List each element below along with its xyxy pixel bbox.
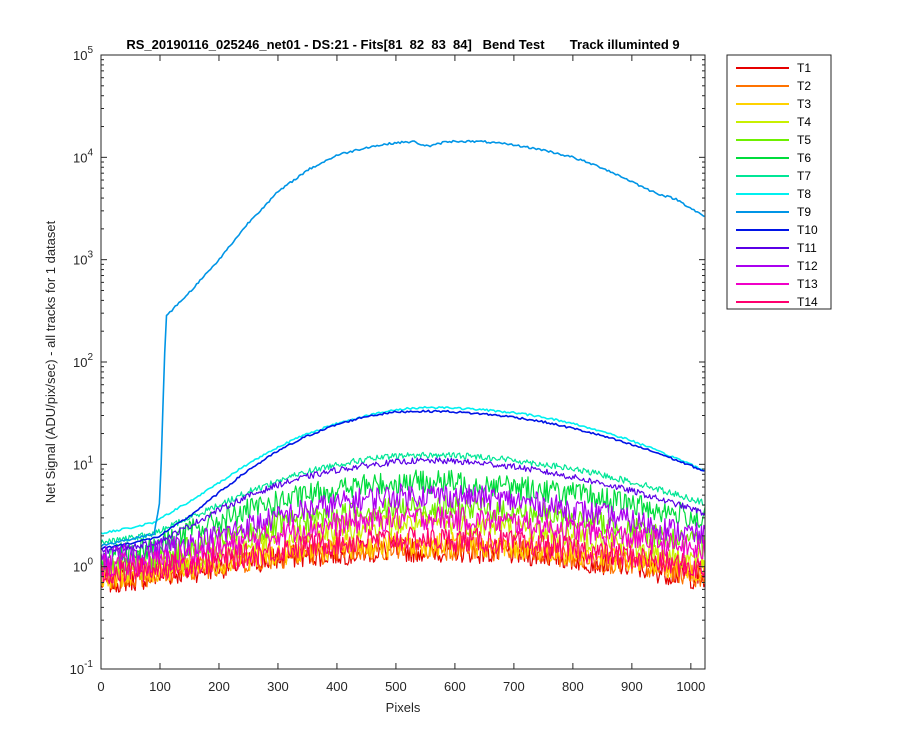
y-tick-label: 102 [73, 352, 93, 370]
chart-title: RS_20190116_025246_net01 - DS:21 - Fits[… [126, 37, 679, 52]
legend-label: T13 [797, 277, 818, 291]
legend: T1 T2 T3 T4 T5 T6 T7 T8 T9 T10 T11 T12 T13 T14 [726, 54, 832, 310]
x-tick-label: 800 [562, 679, 584, 694]
series-line-t7 [101, 451, 705, 545]
y-tick-base: 10 [73, 457, 87, 472]
legend-label: T2 [797, 79, 811, 93]
series-line-t6 [101, 469, 705, 566]
y-tick-label: 101 [73, 454, 93, 472]
legend-label: T7 [797, 169, 811, 183]
y-tick-base: 10 [73, 355, 87, 370]
x-axis: 0 100 200 300 400 500 600 700 800 900 1000 [97, 55, 705, 694]
x-tick-label: 900 [621, 679, 643, 694]
y-tick-exponent: 5 [87, 45, 93, 56]
y-tick-base: 10 [73, 150, 87, 165]
y-tick-exponent: 2 [87, 352, 93, 363]
legend-label: T12 [797, 259, 818, 273]
series-line-t8 [101, 405, 705, 535]
legend-label: T9 [797, 205, 811, 219]
y-tick-exponent: 0 [87, 557, 93, 568]
y-tick-label: 10-1 [70, 659, 94, 677]
x-tick-label: 100 [149, 679, 171, 694]
y-tick-label: 103 [73, 250, 93, 268]
series-line-t4 [101, 511, 705, 581]
legend-label: T10 [797, 223, 818, 237]
legend-label: T11 [797, 241, 817, 255]
legend-label: T6 [797, 151, 811, 165]
x-tick-label: 1000 [676, 679, 705, 694]
series-line-t1 [101, 537, 705, 593]
legend-label: T4 [797, 115, 811, 129]
series-line-t9 [101, 139, 705, 548]
y-tick-base: 10 [73, 560, 87, 575]
y-tick-exponent: 3 [87, 250, 93, 261]
x-tick-label: 400 [326, 679, 348, 694]
x-tick-label: 500 [385, 679, 407, 694]
series-line-t12 [101, 483, 705, 570]
legend-label: T3 [797, 97, 811, 111]
series-line-t10 [101, 409, 705, 550]
y-tick-label: 105 [73, 45, 93, 63]
legend-label: T14 [797, 295, 818, 309]
y-axis-label: Net Signal (ADU/pix/sec) - all tracks fo… [43, 220, 58, 503]
y-tick-exponent: -1 [84, 659, 93, 670]
series-line-t11 [101, 457, 705, 555]
y-tick-label: 104 [73, 147, 93, 165]
x-tick-label: 0 [97, 679, 104, 694]
y-tick-base: 10 [73, 48, 87, 63]
y-tick-base: 10 [73, 253, 87, 268]
legend-label: T1 [797, 61, 811, 75]
series-layer [101, 139, 705, 593]
x-tick-label: 600 [444, 679, 466, 694]
y-tick-exponent: 4 [87, 147, 93, 158]
y-tick-label: 100 [73, 557, 93, 575]
series-line-t13 [101, 505, 705, 579]
x-tick-label: 200 [208, 679, 230, 694]
series-line-t14 [101, 526, 705, 585]
legend-label: T5 [797, 133, 811, 147]
x-tick-label: 300 [267, 679, 289, 694]
y-tick-exponent: 1 [87, 454, 93, 465]
legend-label: T8 [797, 187, 811, 201]
x-tick-label: 700 [503, 679, 525, 694]
x-axis-label: Pixels [386, 700, 421, 715]
y-tick-base: 10 [70, 662, 84, 677]
